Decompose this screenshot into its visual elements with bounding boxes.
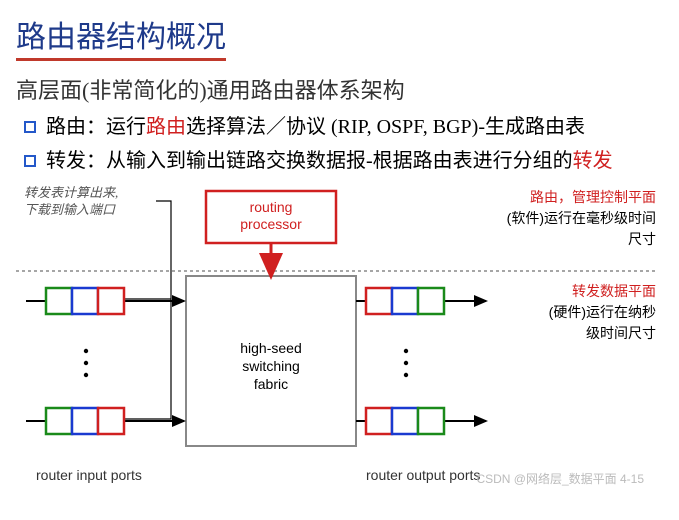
bullet-forwarding: 转发：从输入到输出链路交换数据报-根据路由表进行分组的转发 [24, 147, 663, 175]
diagram-svg [16, 181, 656, 491]
bullet-text: 路由：运行 [46, 116, 146, 138]
watermark: CSDN @网络层_数据平面 4-15 [476, 470, 644, 487]
page-title: 路由器结构概况 [16, 12, 226, 61]
bullet-text: 转发：从输入到输出链路交换数据报-根据路由表进行分组的 [46, 150, 573, 172]
bullet-icon [24, 121, 36, 133]
subtitle: 高层面(非常简化的)通用路由器体系架构 [16, 73, 663, 105]
bullet-icon [24, 155, 36, 167]
bullet-red: 转发 [573, 150, 613, 172]
bullet-red: 路由 [146, 116, 186, 138]
bullet-text: 选择算法／协议 (RIP, OSPF, BGP)-生成路由表 [186, 116, 585, 138]
router-diagram: 转发表计算出来,下载到输入端口 路由，管理控制平面 (软件)运行在毫秒级时间 尺… [16, 181, 656, 491]
bullet-routing: 路由：运行路由选择算法／协议 (RIP, OSPF, BGP)-生成路由表 [24, 113, 663, 141]
